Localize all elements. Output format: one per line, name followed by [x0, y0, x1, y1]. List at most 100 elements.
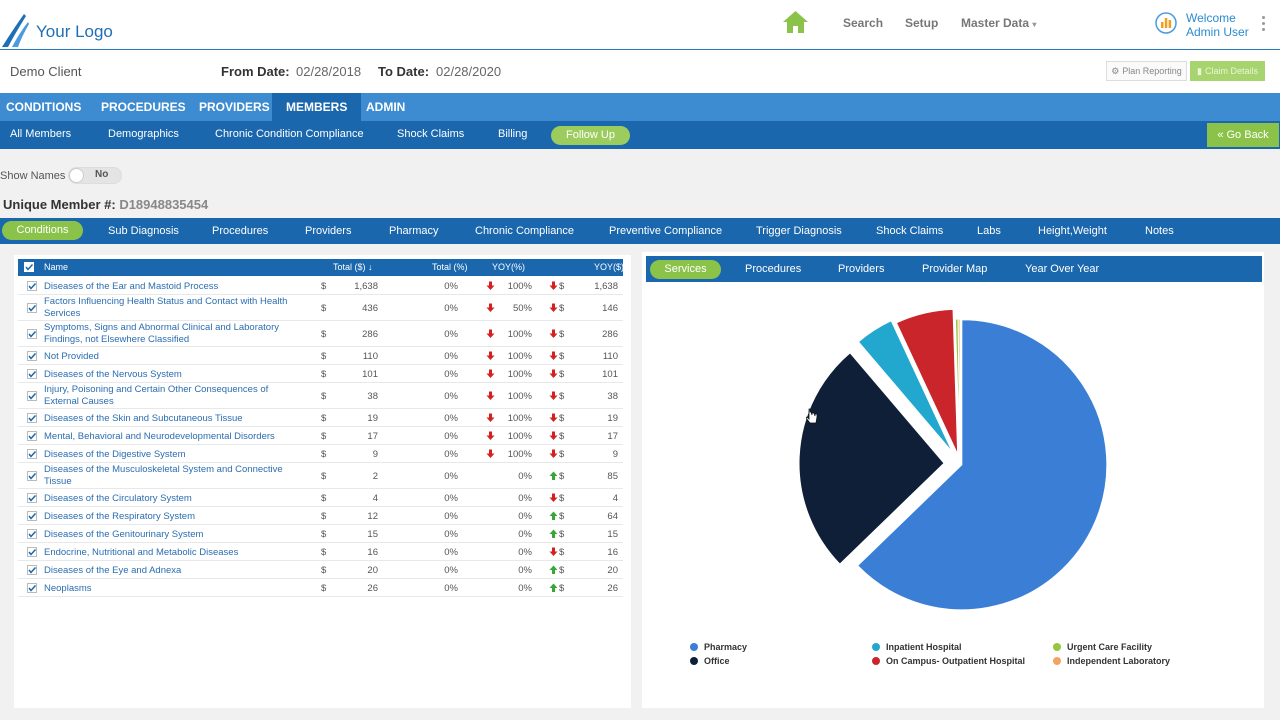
- row-checkbox[interactable]: [27, 448, 37, 459]
- row-checkbox[interactable]: [27, 328, 37, 339]
- table-row[interactable]: Diseases of the Genitourinary System $15 0…: [18, 525, 623, 543]
- row-checkbox[interactable]: [27, 390, 37, 401]
- tab-pharmacy[interactable]: Pharmacy: [389, 225, 439, 237]
- row-checkbox[interactable]: [27, 430, 37, 441]
- tab-procedures[interactable]: Procedures: [212, 225, 269, 237]
- subnav-chronic-compliance[interactable]: Chronic Condition Compliance: [215, 128, 364, 140]
- col-yoy[interactable]: YOY($): [594, 262, 625, 272]
- condition-name-link[interactable]: Diseases of the Musculoskeletal System a…: [44, 464, 283, 487]
- table-row[interactable]: Diseases of the Circulatory System $4 0% 0%…: [18, 489, 623, 507]
- table-row[interactable]: Neoplasms $26 0% 0% $26: [18, 579, 623, 597]
- pie-slice-independent-laboratory[interactable]: [957, 318, 961, 465]
- table-row[interactable]: Endocrine, Nutritional and Metabolic Dis…: [18, 543, 623, 561]
- welcome-user[interactable]: Welcome Admin User: [1186, 11, 1249, 39]
- table-row[interactable]: Diseases of the Nervous System $101 0% 100%…: [18, 365, 623, 383]
- table-row[interactable]: Not Provided $110 0% 100% $110: [18, 347, 623, 365]
- row-checkbox[interactable]: [27, 412, 37, 423]
- to-date-value[interactable]: 02/28/2020: [436, 64, 502, 79]
- subnav-shock-claims[interactable]: Shock Claims: [397, 128, 465, 140]
- subnav-billing[interactable]: Billing: [498, 128, 528, 140]
- condition-name-link[interactable]: Injury, Poisoning and Certain Other Cons…: [44, 384, 269, 407]
- tab-providers[interactable]: Providers: [305, 225, 352, 237]
- col-total-pct[interactable]: Total (%): [432, 262, 468, 272]
- row-checkbox[interactable]: [27, 492, 37, 503]
- master-data-dropdown[interactable]: Master Data ▾: [961, 16, 1036, 30]
- tab-labs[interactable]: Labs: [977, 225, 1001, 237]
- table-row[interactable]: Symptoms, Signs and Abnormal Clinical an…: [18, 321, 623, 347]
- condition-name-link[interactable]: Neoplasms: [44, 582, 92, 594]
- col-total[interactable]: Total ($) ↓: [333, 262, 373, 272]
- table-row[interactable]: Diseases of the Skin and Subcutaneous Ti…: [18, 409, 623, 427]
- pie-slice-pharmacy[interactable]: [856, 319, 1108, 611]
- col-name[interactable]: Name: [44, 262, 69, 272]
- pie-slice-on-campus-outpatient-hospital[interactable]: [895, 308, 959, 455]
- row-checkbox[interactable]: [27, 510, 37, 521]
- row-checkbox[interactable]: [27, 280, 37, 291]
- pie-slice-office[interactable]: [798, 352, 945, 565]
- tab-trigger-diagnosis[interactable]: Trigger Diagnosis: [756, 225, 842, 237]
- claim-details-button[interactable]: ▮ Claim Details: [1190, 61, 1265, 81]
- row-checkbox[interactable]: [27, 528, 37, 539]
- home-icon[interactable]: [782, 10, 809, 39]
- tab-shock-claims[interactable]: Shock Claims: [876, 225, 944, 237]
- row-checkbox[interactable]: [27, 564, 37, 575]
- table-row[interactable]: Factors Influencing Health Status and Co…: [18, 295, 623, 321]
- subnav-all-members[interactable]: All Members: [10, 128, 72, 140]
- tab-preventive-compliance[interactable]: Preventive Compliance: [609, 225, 723, 237]
- tab-sub-diagnosis[interactable]: Sub Diagnosis: [108, 225, 179, 237]
- condition-name-link[interactable]: Diseases of the Ear and Mastoid Process: [44, 280, 219, 292]
- table-row[interactable]: Diseases of the Eye and Adnexa $20 0% 0% $20: [18, 561, 623, 579]
- condition-name-link[interactable]: Symptoms, Signs and Abnormal Clinical an…: [44, 322, 279, 345]
- tab-conditions[interactable]: Conditions: [2, 221, 83, 240]
- row-checkbox[interactable]: [27, 546, 37, 557]
- subnav-follow-up[interactable]: Follow Up: [551, 126, 630, 145]
- condition-name-link[interactable]: Diseases of the Genitourinary System: [44, 528, 204, 540]
- condition-name-link[interactable]: Endocrine, Nutritional and Metabolic Dis…: [44, 546, 239, 558]
- pie-slice-inpatient-hospital[interactable]: [857, 320, 953, 453]
- condition-name-link[interactable]: Diseases of the Digestive System: [44, 448, 186, 460]
- condition-name-link[interactable]: Not Provided: [44, 350, 99, 362]
- table-row[interactable]: Injury, Poisoning and Certain Other Cons…: [18, 383, 623, 409]
- nav-admin[interactable]: ADMIN: [366, 100, 406, 114]
- row-checkbox[interactable]: [27, 368, 37, 379]
- condition-name-link[interactable]: Diseases of the Nervous System: [44, 368, 182, 380]
- tab-chronic-compliance[interactable]: Chronic Compliance: [475, 225, 575, 237]
- col-yoy-pct[interactable]: YOY(%): [492, 262, 526, 272]
- condition-name-link[interactable]: Diseases of the Respiratory System: [44, 510, 196, 522]
- condition-name-link[interactable]: Diseases of the Eye and Adnexa: [44, 564, 182, 576]
- nav-procedures[interactable]: PROCEDURES: [101, 100, 186, 114]
- chart-tab-procedures[interactable]: Procedures: [745, 263, 802, 275]
- table-row[interactable]: Diseases of the Ear and Mastoid Process $…: [18, 277, 623, 295]
- table-row[interactable]: Diseases of the Musculoskeletal System a…: [18, 463, 623, 489]
- condition-name-link[interactable]: Diseases of the Circulatory System: [44, 492, 192, 504]
- table-row[interactable]: Diseases of the Respiratory System $12 0% 0…: [18, 507, 623, 525]
- go-back-button[interactable]: « Go Back: [1207, 123, 1279, 147]
- condition-name-link[interactable]: Diseases of the Skin and Subcutaneous Ti…: [44, 412, 243, 424]
- select-all-checkbox[interactable]: [24, 262, 34, 272]
- tab-notes[interactable]: Notes: [1145, 225, 1174, 237]
- condition-name-link[interactable]: Factors Influencing Health Status and Co…: [44, 296, 288, 319]
- chart-tab-provider-map[interactable]: Provider Map: [922, 263, 988, 275]
- nav-members[interactable]: MEMBERS: [272, 93, 362, 121]
- row-checkbox[interactable]: [27, 350, 37, 361]
- from-date-value[interactable]: 02/28/2018: [296, 64, 362, 79]
- condition-name-link[interactable]: Mental, Behavioral and Neurodevelopmenta…: [44, 430, 275, 442]
- more-options-icon[interactable]: [1262, 16, 1266, 34]
- row-checkbox[interactable]: [27, 470, 37, 481]
- logo[interactable]: Your Logo: [0, 12, 113, 48]
- chart-tab-services[interactable]: Services: [650, 260, 721, 279]
- nav-conditions[interactable]: CONDITIONS: [6, 100, 82, 114]
- search-link[interactable]: Search: [843, 16, 884, 30]
- chart-avatar-icon[interactable]: [1155, 12, 1177, 39]
- row-checkbox[interactable]: [27, 302, 37, 313]
- show-names-toggle[interactable]: No: [68, 167, 122, 184]
- tab-height-weight[interactable]: Height,Weight: [1038, 225, 1107, 237]
- row-checkbox[interactable]: [27, 582, 37, 593]
- table-row[interactable]: Mental, Behavioral and Neurodevelopmenta…: [18, 427, 623, 445]
- plan-reporting-button[interactable]: ⚙ Plan Reporting: [1106, 61, 1187, 81]
- table-row[interactable]: Diseases of the Digestive System $9 0% 100%…: [18, 445, 623, 463]
- chart-tab-year-over-year[interactable]: Year Over Year: [1025, 263, 1100, 275]
- chart-tab-providers[interactable]: Providers: [838, 263, 885, 275]
- nav-providers[interactable]: PROVIDERS: [199, 100, 270, 114]
- setup-link[interactable]: Setup: [905, 16, 939, 30]
